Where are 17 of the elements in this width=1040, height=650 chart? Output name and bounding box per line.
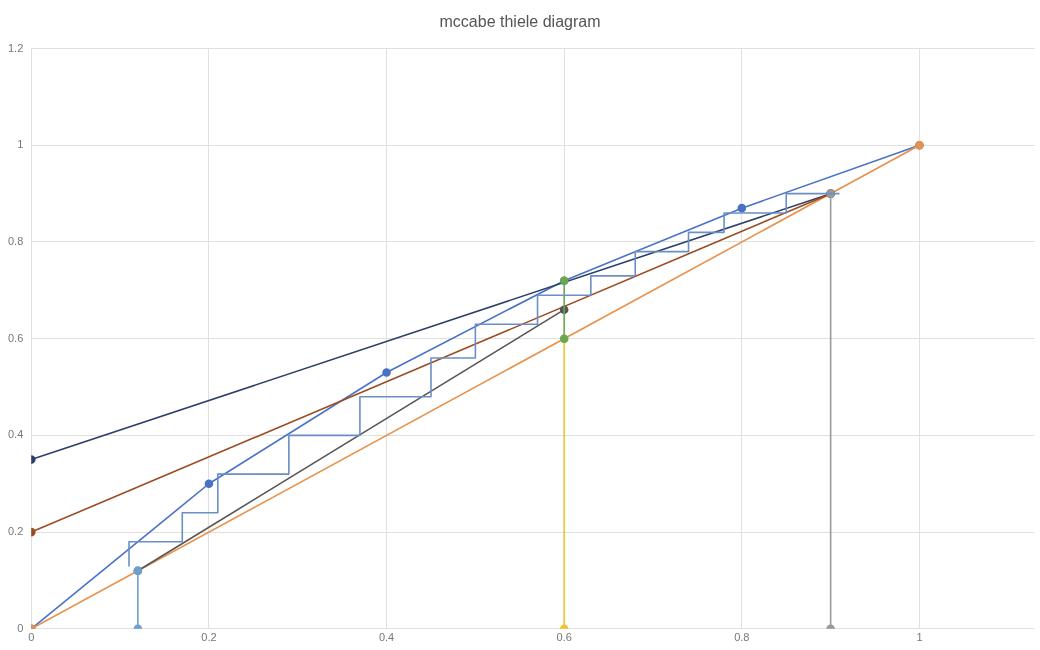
chart-title: mccabe thiele diagram (438, 12, 602, 32)
y-tick-label: 0 (17, 621, 24, 634)
x-tick-label: 0.4 (378, 631, 395, 644)
y-tick-label: 0.6 (7, 331, 24, 344)
x-tick-label: 0.2 (201, 631, 217, 644)
y-tick-label: 0.4 (7, 428, 24, 441)
point (382, 368, 391, 377)
y-tick-label: 1 (17, 138, 24, 151)
x-tick-label: 0.8 (734, 631, 750, 644)
y-tick-label: 1.2 (7, 41, 24, 54)
point (737, 203, 747, 213)
point (204, 479, 214, 489)
x-tick-label: 0 (28, 631, 35, 644)
y-tick-label: 0.2 (7, 525, 24, 538)
x-tick-label: 1 (916, 631, 923, 644)
y-tick-label: 0.8 (7, 235, 24, 248)
x-tick-label: 0.6 (556, 631, 572, 644)
